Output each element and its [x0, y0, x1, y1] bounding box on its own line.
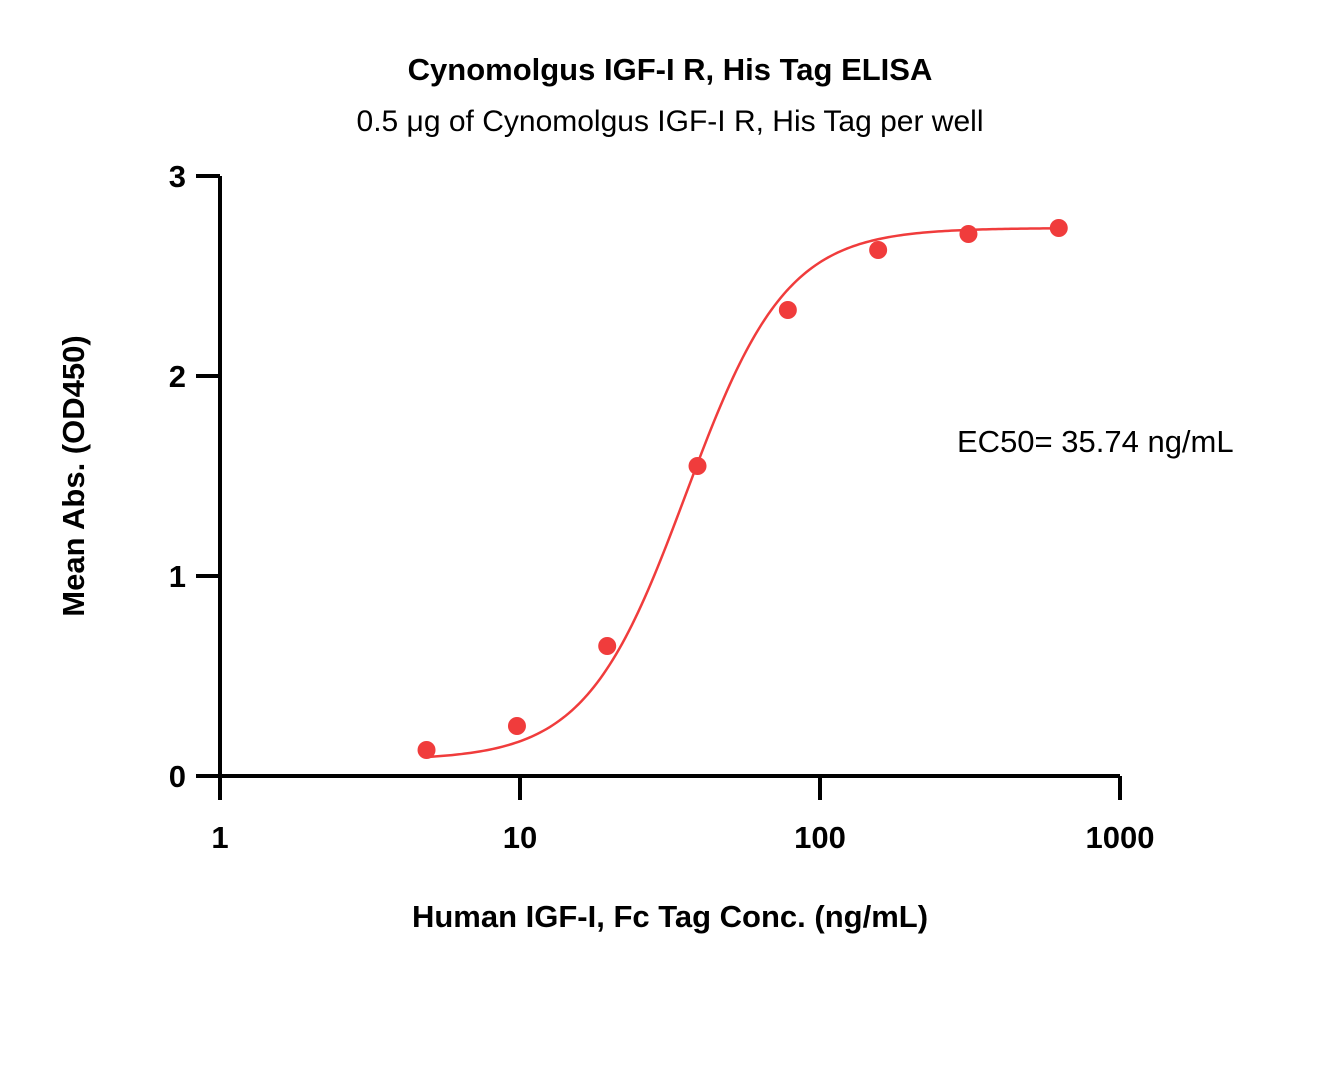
data-point-1	[507, 717, 526, 735]
x-axis-label: Human IGF-I, Fc Tag Conc. (ng/mL)	[412, 899, 928, 934]
x-tick-label-100: 100	[794, 820, 846, 855]
ec50-annotation: EC50= 35.74 ng/mL	[957, 424, 1234, 459]
data-point-4	[778, 301, 797, 319]
axes	[196, 176, 1120, 800]
x-ticks: 1 10 100 1000	[211, 776, 1154, 855]
y-tick-label-1: 1	[169, 559, 186, 594]
data-point-0	[417, 741, 436, 759]
data-point-3	[688, 457, 707, 475]
y-tick-label-0: 0	[169, 759, 186, 794]
data-point-2	[598, 637, 617, 655]
x-tick-label-10: 10	[503, 820, 537, 855]
y-axis-label: Mean Abs. (OD450)	[56, 335, 91, 616]
x-tick-label-1: 1	[211, 820, 228, 855]
x-tick-label-1000: 1000	[1086, 820, 1155, 855]
data-points	[417, 219, 1068, 759]
data-point-5	[869, 241, 888, 259]
data-point-6	[959, 225, 978, 243]
chart-subtitle: 0.5 μg of Cynomolgus IGF-I R, His Tag pe…	[357, 105, 984, 138]
y-ticks: 0 1 2 3	[169, 159, 220, 794]
y-tick-label-3: 3	[169, 159, 186, 194]
y-tick-label-2: 2	[169, 359, 186, 394]
data-point-7	[1049, 219, 1068, 237]
chart-title: Cynomolgus IGF-I R, His Tag ELISA	[408, 52, 933, 87]
fit-curve	[426, 227, 1059, 759]
